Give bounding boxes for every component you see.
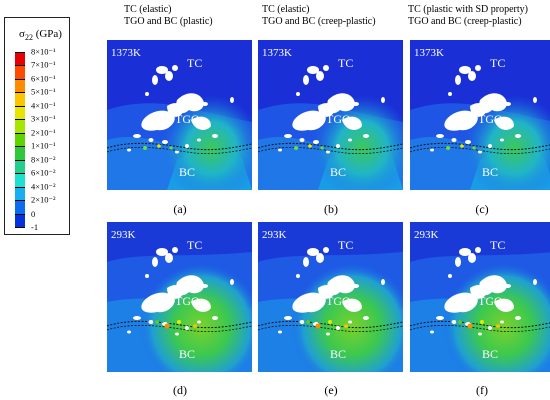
bc-label: BC [482, 165, 499, 179]
bc-label: BC [330, 347, 347, 361]
legend-tick-label: 0 [31, 208, 36, 219]
legend-tick-label: 2×10⁻² [31, 194, 56, 205]
legend-title: σ22 (GPa) [19, 28, 62, 43]
legend-color-segment [15, 78, 25, 94]
tgo-label: TGO [326, 112, 351, 126]
legend-tick-label: 3×10⁻¹ [31, 113, 56, 124]
legend-color-bar [15, 52, 25, 228]
contour-panel-d: 293K TC TGO BC [107, 222, 252, 372]
legend-color-segment [15, 119, 25, 134]
legend-color-segment [15, 146, 25, 161]
caption-b: (b) [324, 202, 338, 216]
tgo-label: TGO [326, 294, 351, 308]
temperature-label: 1373K [414, 47, 444, 59]
legend-color-segment [15, 213, 25, 228]
caption-c: (c) [475, 202, 489, 216]
legend-tick-label: 4×10⁻² [31, 181, 56, 192]
tc-label: TC [490, 238, 506, 252]
tc-label: TC [490, 56, 506, 70]
contour-panel-c: 1373K TC TGO BC [410, 40, 550, 190]
caption-a: (a) [173, 202, 187, 216]
legend-tick-label: 6×10⁻² [31, 167, 56, 178]
legend-color-segment [15, 132, 25, 148]
legend-color-segment [15, 65, 25, 80]
legend-color-segment [15, 186, 25, 202]
temperature-label: 1373K [262, 47, 292, 59]
legend-color-segment [15, 52, 25, 67]
column-header-2: TC (elastic) TGO and BC (creep-plastic) [262, 4, 376, 27]
legend-color-segment [15, 200, 25, 215]
bc-label: BC [330, 165, 347, 179]
temperature-label: 1373K [111, 47, 141, 59]
tgo-label: TGO [175, 294, 200, 308]
caption-f: (f) [476, 383, 488, 397]
legend-tick-label: 8×10⁻² [31, 154, 56, 165]
legend-color-segment [15, 173, 25, 188]
tgo-label: TGO [175, 112, 200, 126]
contour-panel-a: 1373K TC TGO BC [107, 40, 252, 190]
tc-label: TC [338, 56, 354, 70]
tc-label: TC [187, 56, 203, 70]
contour-panel-e: 293K TC TGO BC [258, 222, 403, 372]
column-header-1: TC (elastic) TGO and BC (plastic) [124, 4, 213, 27]
legend-tick-label: 6×10⁻¹ [31, 73, 56, 84]
legend-tick-label: 7×10⁻¹ [31, 59, 56, 70]
contour-panel-b: 1373K TC TGO BC [258, 40, 403, 190]
legend-tick-label: -1 [31, 222, 39, 232]
legend-tick-label: 1×10⁻¹ [31, 140, 56, 151]
legend-tick-label: 2×10⁻¹ [31, 127, 56, 138]
contour-panel-f: 293K TC TGO BC [410, 222, 550, 372]
bc-label: BC [179, 165, 196, 179]
temperature-label: 293K [111, 229, 136, 241]
tc-label: TC [187, 238, 203, 252]
bc-label: BC [179, 347, 196, 361]
tgo-label: TGO [478, 294, 503, 308]
temperature-label: 293K [414, 229, 439, 241]
legend-color-segment [15, 159, 25, 175]
caption-e: (e) [324, 383, 338, 397]
legend-tick-label: 4×10⁻¹ [31, 100, 56, 111]
stress-legend: σ22 (GPa) 8×10⁻¹ 7×10⁻¹ 6×10⁻¹ 5×10⁻¹ 4×10⁻¹… [4, 17, 70, 235]
legend-tick-label: 5×10⁻¹ [31, 86, 56, 97]
legend-color-segment [15, 105, 25, 121]
legend-color-segment [15, 92, 25, 107]
temperature-label: 293K [262, 229, 287, 241]
tgo-label: TGO [478, 112, 503, 126]
tc-label: TC [338, 238, 354, 252]
bc-label: BC [482, 347, 499, 361]
legend-tick-label: 8×10⁻¹ [31, 46, 56, 57]
caption-d: (d) [173, 383, 187, 397]
column-header-3: TC (plastic with SD property) TGO and BC … [408, 4, 528, 27]
